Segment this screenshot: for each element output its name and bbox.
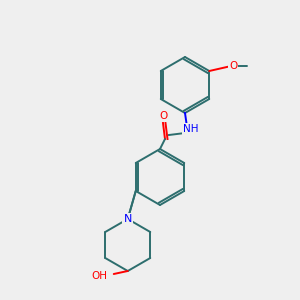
Text: N: N bbox=[124, 214, 132, 224]
Text: OH: OH bbox=[92, 271, 108, 281]
Text: O: O bbox=[229, 61, 237, 71]
Text: NH: NH bbox=[183, 124, 199, 134]
Text: O: O bbox=[159, 111, 167, 121]
